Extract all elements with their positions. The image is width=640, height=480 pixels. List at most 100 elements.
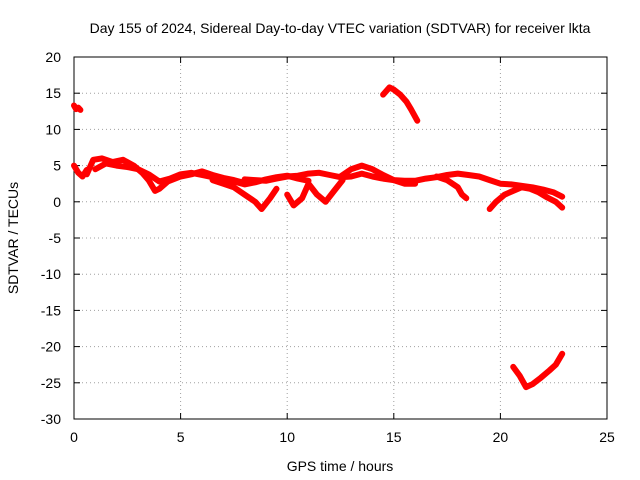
y-tick-label: -15 [41,302,61,318]
data-point [519,184,525,190]
data-point [487,177,493,183]
y-tick-label: 10 [45,121,61,137]
data-point [259,206,265,212]
data-point [306,171,312,177]
data-point [517,373,523,379]
y-tick-label: -10 [41,266,61,282]
data-point [459,192,465,198]
data-point [401,181,407,187]
data-point [114,163,120,169]
y-tick-label: -25 [41,375,61,391]
data-point [391,177,397,183]
data-point [242,181,248,187]
data-point [327,172,333,178]
x-tick-label: 20 [493,429,509,445]
data-point [476,173,482,179]
data-point [553,362,559,368]
data-point [331,188,337,194]
data-point [314,192,320,198]
series-sat-l [510,350,566,391]
data-point [231,184,237,190]
data-point [529,381,535,387]
y-tick-label: 0 [53,194,61,210]
x-tick-label: 10 [279,429,295,445]
y-tick-label: 20 [45,49,61,65]
data-point [242,192,248,198]
data-point [316,170,322,176]
y-tick-label: 15 [45,85,61,101]
data-point [338,173,343,179]
data-point [404,99,410,105]
data-point [71,103,77,109]
data-point [323,199,329,205]
data-point [120,157,126,163]
data-point [295,173,301,179]
y-tick-label: 5 [53,158,61,174]
y-tick-label: -20 [41,339,61,355]
data-point [359,171,365,177]
data-point [348,166,354,172]
data-point [291,202,297,208]
x-tick-label: 25 [599,429,615,445]
data-point [380,92,386,98]
x-tick-label: 15 [386,429,402,445]
data-point [103,160,109,166]
y-tick-label: -5 [49,230,62,246]
data-point [199,172,205,178]
data-point [465,172,471,178]
data-point [71,163,77,169]
data-point [156,179,162,185]
plot-frame [73,56,608,420]
data-point [508,181,514,187]
data-point [497,181,503,187]
x-tick-label: 5 [177,429,185,445]
data-point [220,181,226,187]
data-point [433,173,439,179]
data-point [124,164,130,170]
data-point [274,176,280,182]
data-point [387,84,393,90]
data-point [536,189,542,195]
data-point [463,195,469,201]
data-point [75,170,81,176]
data-point [299,195,305,201]
data-point [414,118,420,124]
data-point [306,181,312,187]
data-point [252,199,258,205]
data-point [487,206,493,212]
data-point [493,199,499,205]
data-point [284,173,290,179]
data-point [135,166,141,172]
data-point [502,192,508,198]
data-point [527,186,533,192]
data-point [242,176,248,182]
data-point [423,176,429,182]
x-axis-label: GPS time / hours [287,458,394,474]
axis-ticks: 0 5 10 15 20 25 -30 -25 -20 -15 -10 -5 0 5 10 15 20 [41,49,615,445]
data-point [99,155,105,161]
data-point [369,166,375,172]
data-point [380,172,386,178]
data-point [444,172,450,178]
series-sat-j [486,184,566,212]
data-point [146,171,152,177]
data-point [538,375,544,381]
y-tick-label: -30 [41,411,61,427]
data-point [178,171,184,177]
data-point [359,163,365,169]
data-point [551,189,557,195]
data-point [284,192,290,198]
grid-lines [74,57,607,419]
data-point [544,194,550,200]
y-axis-label: SDTVAR / TECUs [5,182,21,294]
data-point [510,188,516,194]
data-point [274,186,280,192]
data-point [510,364,516,370]
data-point [80,173,86,179]
data-point [90,157,96,163]
data-point [455,184,461,190]
data-point [231,179,237,185]
data-point [523,384,529,390]
x-tick-label: 0 [70,429,78,445]
